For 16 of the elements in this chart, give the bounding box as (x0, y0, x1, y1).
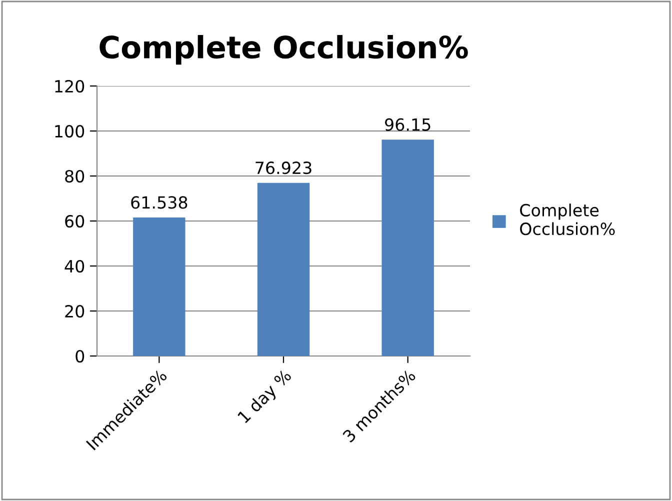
y-tick-label: 0 (76, 350, 84, 363)
y-tick-label: 60 (65, 214, 84, 228)
data-label: 61.538 (131, 196, 188, 209)
data-label: 96.15 (385, 118, 430, 131)
y-tick-label: 80 (65, 170, 84, 183)
bar (382, 140, 434, 356)
data-label: 76.923 (256, 162, 312, 174)
bar (133, 218, 186, 356)
y-tick-label: 100 (55, 124, 84, 138)
legend-label: Complete Occlusion% (520, 204, 615, 236)
y-tick-label: 20 (65, 304, 84, 318)
bar (257, 182, 310, 356)
y-tick-label: 40 (64, 260, 84, 273)
x-tick-label: 1 day % (236, 368, 294, 426)
y-tick-label: 120 (55, 80, 84, 93)
chart-title: Complete Occlusion% (100, 35, 468, 65)
